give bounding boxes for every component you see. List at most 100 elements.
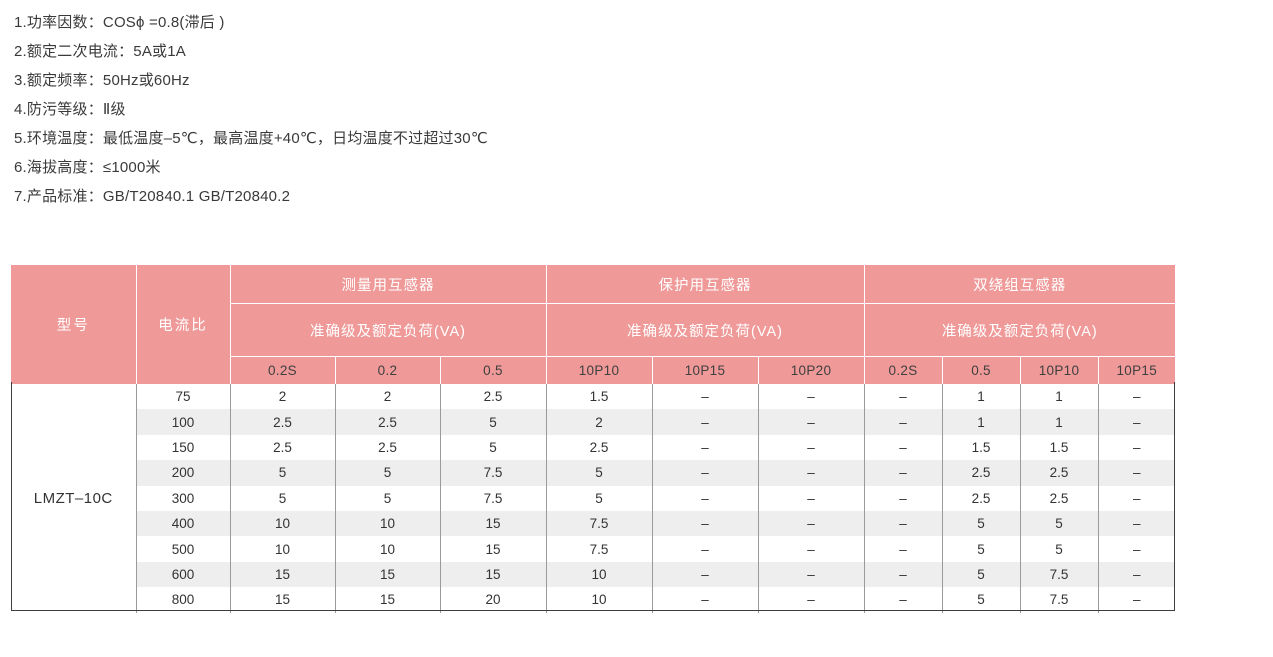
cell-value: 5 [440,409,547,435]
cell-value: – [652,510,759,537]
cell-value: 5 [546,485,653,511]
cell-ratio: 150 [136,434,231,461]
header-col-5: 10P20 [758,356,865,384]
header-col-3: 10P10 [546,356,653,384]
cell-value: – [758,460,865,486]
spec-line-4: 4.防污等级：Ⅱ级 [14,101,126,118]
cell-value: 15 [440,561,547,588]
cell-value: – [758,587,865,613]
cell-value: 7.5 [546,536,653,562]
cell-value: 5 [942,561,1021,588]
cell-value: 2.5 [230,409,336,435]
cell-value: 10 [230,536,336,562]
cell-value: 1 [1020,409,1099,435]
cell-value: 5 [1020,536,1099,562]
header-col-8: 10P10 [1020,356,1099,384]
spec-line-6: 6.海拔高度：≤1000米 [14,159,161,176]
cell-value: – [652,460,759,486]
cell-value: 5 [335,460,441,486]
header-model: 型号 [11,265,137,384]
cell-value: – [864,536,943,562]
header-group-measuring: 测量用互感器 [230,265,547,304]
header-col-7: 0.5 [942,356,1021,384]
cell-value: 20 [440,587,547,613]
cell-value: – [652,384,759,410]
specification-list: 1.功率因数：COSϕ =0.8(滞后 ) 2.额定二次电流：5A或1A 3.额定频… [14,8,1214,211]
cell-value: 2.5 [440,384,547,410]
spec-line-7: 7.产品标准：GB/T20840.1 GB/T20840.2 [14,188,291,205]
header-col-6: 0.2S [864,356,943,384]
cell-value: – [1133,592,1141,608]
header-col-0: 0.2S [230,356,336,384]
cell-value: 1 [942,409,1021,435]
cell-value: 2.5 [335,434,441,461]
cell-value: 2 [230,384,336,410]
cell-value: 5 [230,485,336,511]
cell-ratio: 300 [136,485,231,511]
cell-value: 7.5 [1020,561,1099,588]
cell-value: 2 [546,409,653,435]
table-row: 800 15 15 20 10– – –5 7.5– [11,587,1175,613]
cell-value: 15 [440,536,547,562]
spec-line-5: 5.环境温度：最低温度–5℃，最高温度+40℃，日均温度不过超过30℃ [14,130,488,147]
cell-value: – [652,485,759,511]
cell-ratio: 500 [136,536,231,562]
cell-ratio: 200 [136,460,231,486]
header-group-double-winding: 双绕组互感器 [864,265,1176,304]
cell-value: – [1133,439,1141,455]
cell-value: – [652,409,759,435]
cell-value: – [652,434,759,461]
table-row: 300 5 5 7.5 5– – –2.5 2.5– [11,485,1175,511]
cell-value: 2.5 [1020,460,1099,486]
header-row-subtitles: 准确级及额定负荷(VA) 准确级及额定负荷(VA) 准确级及额定负荷(VA) [11,303,1176,357]
cell-value: 10 [335,510,441,537]
cell-ratio: 400 [136,510,231,537]
spec-line-3: 3.额定频率：50Hz或60Hz [14,72,190,89]
cell-value: – [758,510,865,537]
cell-ratio: 800 [136,587,231,613]
cell-value: 1.5 [942,434,1021,461]
cell-value: 5 [942,536,1021,562]
cell-value: – [864,460,943,486]
table-row: 600 15 15 15 10– – –5 7.5– [11,561,1176,588]
cell-value: – [652,587,759,613]
specification-table-container: 型号 电流比 测量用互感器 保护用互感器 双绕组互感器 准确级及额定负荷(VA)… [11,265,1176,613]
cell-value: 2.5 [942,460,1021,486]
cell-value: 2.5 [230,434,336,461]
cell-value: 2.5 [335,409,441,435]
cell-value: 15 [230,587,336,613]
cell-value: – [652,536,759,562]
cell-value: – [1133,541,1141,557]
cell-value: – [1133,389,1141,405]
spec-line-2: 2.额定二次电流：5A或1A [14,43,187,60]
cell-value: – [758,384,865,410]
cell-value: – [1133,490,1141,506]
header-subtitle-measuring: 准确级及额定负荷(VA) [230,303,547,357]
cell-value: 10 [335,536,441,562]
cell-value: 10 [230,510,336,537]
cell-value: – [1098,510,1176,537]
cell-value: 5 [1020,510,1099,537]
cell-value: 2.5 [1020,485,1099,511]
cell-model: LMZT–10C [11,384,137,613]
table-row: 100 2.5 2.5 5 2– – –1 1– [11,409,1176,435]
table-row: 200 5 5 7.5 5– – –2.5 2.5– [11,460,1176,486]
cell-ratio: 100 [136,409,231,435]
table-row: LMZT–10C 75 2 2 2.5 1.5– – –1 1– [11,384,1175,613]
header-col-1: 0.2 [335,356,441,384]
cell-value: – [652,561,759,588]
header-subtitle-double-winding: 准确级及额定负荷(VA) [864,303,1176,357]
cell-value: 5 [942,510,1021,537]
cell-value: – [864,587,943,613]
specification-table: 型号 电流比 测量用互感器 保护用互感器 双绕组互感器 准确级及额定负荷(VA)… [11,265,1176,613]
header-col-4: 10P15 [652,356,759,384]
cell-value: 2.5 [546,434,653,461]
table-row: 400 10 10 15 7.5– – –5 5– [11,510,1176,537]
header-col-2: 0.5 [440,356,547,384]
table-row: 500 10 10 15 7.5– – –5 5– [11,536,1175,562]
cell-value: – [758,485,865,511]
cell-value: 5 [230,460,336,486]
table-row: 150 2.5 2.5 5 2.5– – –1.5 1.5– [11,434,1175,461]
cell-value: – [864,434,943,461]
cell-value: 5 [335,485,441,511]
